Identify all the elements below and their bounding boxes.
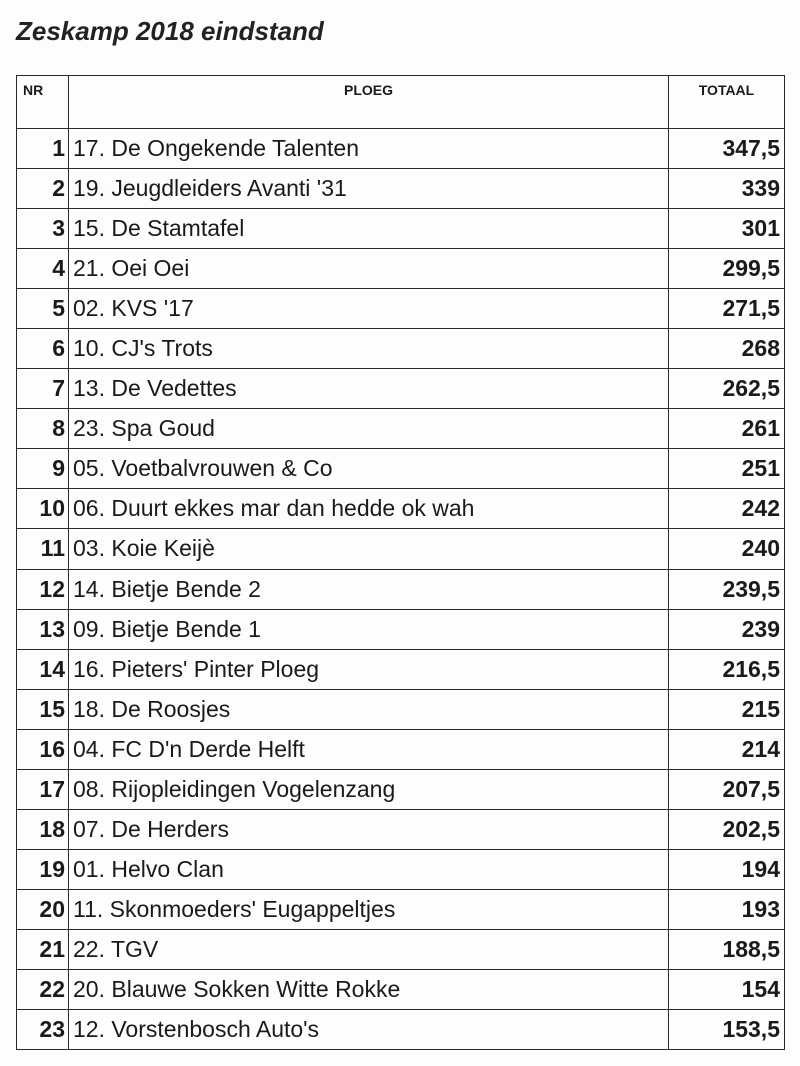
cell-nr: 20 bbox=[17, 889, 69, 929]
cell-totaal: 215 bbox=[669, 689, 785, 729]
cell-totaal: 261 bbox=[669, 409, 785, 449]
table-row: 610. CJ's Trots268 bbox=[17, 329, 785, 369]
cell-ploeg: 12. Vorstenbosch Auto's bbox=[69, 1010, 669, 1050]
table-row: 2220. Blauwe Sokken Witte Rokke154 bbox=[17, 969, 785, 1009]
cell-ploeg: 07. De Herders bbox=[69, 809, 669, 849]
cell-totaal: 271,5 bbox=[669, 289, 785, 329]
table-row: 1416. Pieters' Pinter Ploeg216,5 bbox=[17, 649, 785, 689]
cell-totaal: 154 bbox=[669, 969, 785, 1009]
cell-nr: 3 bbox=[17, 209, 69, 249]
table-row: 2011. Skonmoeders' Eugappeltjes193 bbox=[17, 889, 785, 929]
table-row: 2312. Vorstenbosch Auto's153,5 bbox=[17, 1010, 785, 1050]
cell-nr: 21 bbox=[17, 929, 69, 969]
table-row: 315. De Stamtafel301 bbox=[17, 209, 785, 249]
cell-totaal: 216,5 bbox=[669, 649, 785, 689]
cell-ploeg: 18. De Roosjes bbox=[69, 689, 669, 729]
col-header-ploeg: PLOEG bbox=[69, 76, 669, 129]
table-row: 1901. Helvo Clan194 bbox=[17, 849, 785, 889]
table-row: 421. Oei Oei299,5 bbox=[17, 249, 785, 289]
cell-nr: 15 bbox=[17, 689, 69, 729]
cell-nr: 7 bbox=[17, 369, 69, 409]
table-row: 2122. TGV188,5 bbox=[17, 929, 785, 969]
cell-ploeg: 04. FC D'n Derde Helft bbox=[69, 729, 669, 769]
cell-ploeg: 10. CJ's Trots bbox=[69, 329, 669, 369]
cell-nr: 9 bbox=[17, 449, 69, 489]
table-row: 502. KVS '17271,5 bbox=[17, 289, 785, 329]
table-row: 1604. FC D'n Derde Helft214 bbox=[17, 729, 785, 769]
table-body: 117. De Ongekende Talenten347,5219. Jeug… bbox=[17, 129, 785, 1050]
page-title: Zeskamp 2018 eindstand bbox=[16, 16, 784, 47]
cell-ploeg: 11. Skonmoeders' Eugappeltjes bbox=[69, 889, 669, 929]
cell-ploeg: 06. Duurt ekkes mar dan hedde ok wah bbox=[69, 489, 669, 529]
table-row: 1214. Bietje Bende 2239,5 bbox=[17, 569, 785, 609]
cell-nr: 12 bbox=[17, 569, 69, 609]
cell-nr: 13 bbox=[17, 609, 69, 649]
cell-nr: 17 bbox=[17, 769, 69, 809]
cell-ploeg: 01. Helvo Clan bbox=[69, 849, 669, 889]
table-row: 219. Jeugdleiders Avanti '31339 bbox=[17, 169, 785, 209]
cell-totaal: 214 bbox=[669, 729, 785, 769]
cell-nr: 2 bbox=[17, 169, 69, 209]
table-row: 117. De Ongekende Talenten347,5 bbox=[17, 129, 785, 169]
cell-nr: 8 bbox=[17, 409, 69, 449]
cell-totaal: 188,5 bbox=[669, 929, 785, 969]
cell-ploeg: 21. Oei Oei bbox=[69, 249, 669, 289]
standings-table: NR PLOEG TOTAAL 117. De Ongekende Talent… bbox=[16, 75, 785, 1050]
col-header-totaal: TOTAAL bbox=[669, 76, 785, 129]
cell-nr: 16 bbox=[17, 729, 69, 769]
cell-totaal: 262,5 bbox=[669, 369, 785, 409]
cell-nr: 4 bbox=[17, 249, 69, 289]
cell-ploeg: 16. Pieters' Pinter Ploeg bbox=[69, 649, 669, 689]
cell-totaal: 207,5 bbox=[669, 769, 785, 809]
cell-ploeg: 03. Koie Keijè bbox=[69, 529, 669, 569]
cell-ploeg: 09. Bietje Bende 1 bbox=[69, 609, 669, 649]
cell-nr: 1 bbox=[17, 129, 69, 169]
cell-totaal: 153,5 bbox=[669, 1010, 785, 1050]
cell-ploeg: 17. De Ongekende Talenten bbox=[69, 129, 669, 169]
cell-ploeg: 23. Spa Goud bbox=[69, 409, 669, 449]
col-header-nr: NR bbox=[17, 76, 69, 129]
cell-nr: 10 bbox=[17, 489, 69, 529]
table-row: 1006. Duurt ekkes mar dan hedde ok wah24… bbox=[17, 489, 785, 529]
cell-ploeg: 19. Jeugdleiders Avanti '31 bbox=[69, 169, 669, 209]
table-row: 905. Voetbalvrouwen & Co251 bbox=[17, 449, 785, 489]
table-row: 1309. Bietje Bende 1239 bbox=[17, 609, 785, 649]
cell-ploeg: 14. Bietje Bende 2 bbox=[69, 569, 669, 609]
table-header-row: NR PLOEG TOTAAL bbox=[17, 76, 785, 129]
table-row: 1518. De Roosjes215 bbox=[17, 689, 785, 729]
table-row: 1103. Koie Keijè240 bbox=[17, 529, 785, 569]
table-row: 713. De Vedettes262,5 bbox=[17, 369, 785, 409]
table-row: 823. Spa Goud261 bbox=[17, 409, 785, 449]
cell-totaal: 242 bbox=[669, 489, 785, 529]
cell-ploeg: 15. De Stamtafel bbox=[69, 209, 669, 249]
cell-totaal: 239,5 bbox=[669, 569, 785, 609]
cell-ploeg: 05. Voetbalvrouwen & Co bbox=[69, 449, 669, 489]
cell-totaal: 193 bbox=[669, 889, 785, 929]
cell-totaal: 194 bbox=[669, 849, 785, 889]
cell-totaal: 239 bbox=[669, 609, 785, 649]
cell-totaal: 299,5 bbox=[669, 249, 785, 289]
cell-totaal: 251 bbox=[669, 449, 785, 489]
table-row: 1708. Rijopleidingen Vogelenzang207,5 bbox=[17, 769, 785, 809]
cell-totaal: 268 bbox=[669, 329, 785, 369]
cell-ploeg: 02. KVS '17 bbox=[69, 289, 669, 329]
cell-nr: 18 bbox=[17, 809, 69, 849]
cell-totaal: 301 bbox=[669, 209, 785, 249]
cell-totaal: 339 bbox=[669, 169, 785, 209]
cell-nr: 11 bbox=[17, 529, 69, 569]
cell-nr: 23 bbox=[17, 1010, 69, 1050]
cell-nr: 19 bbox=[17, 849, 69, 889]
table-row: 1807. De Herders202,5 bbox=[17, 809, 785, 849]
cell-nr: 14 bbox=[17, 649, 69, 689]
cell-nr: 22 bbox=[17, 969, 69, 1009]
cell-ploeg: 08. Rijopleidingen Vogelenzang bbox=[69, 769, 669, 809]
cell-totaal: 202,5 bbox=[669, 809, 785, 849]
cell-ploeg: 20. Blauwe Sokken Witte Rokke bbox=[69, 969, 669, 1009]
cell-totaal: 347,5 bbox=[669, 129, 785, 169]
cell-nr: 6 bbox=[17, 329, 69, 369]
cell-ploeg: 13. De Vedettes bbox=[69, 369, 669, 409]
cell-nr: 5 bbox=[17, 289, 69, 329]
cell-ploeg: 22. TGV bbox=[69, 929, 669, 969]
cell-totaal: 240 bbox=[669, 529, 785, 569]
